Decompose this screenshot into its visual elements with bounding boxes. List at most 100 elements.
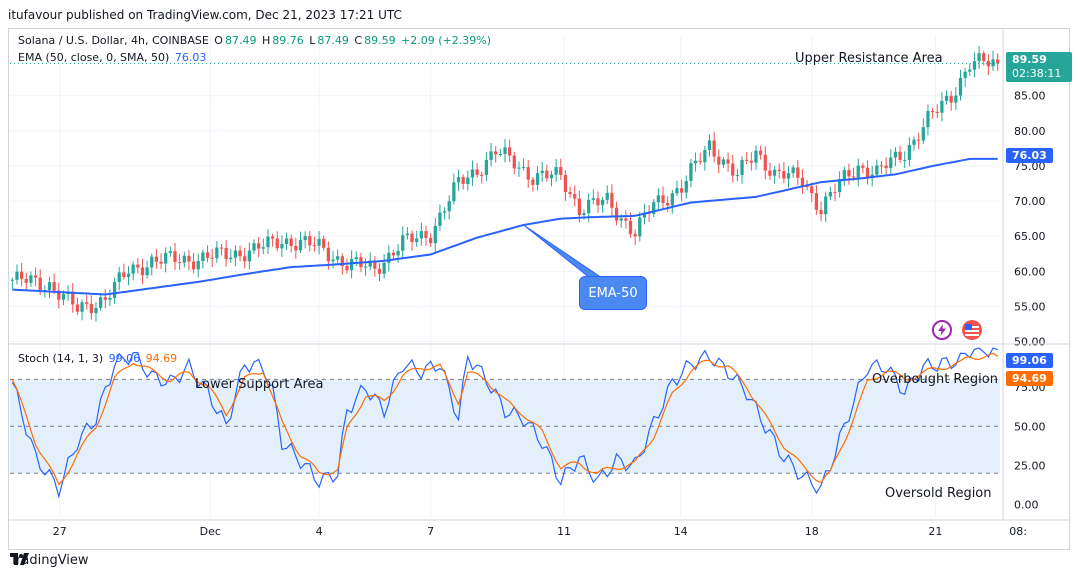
candle-body <box>954 95 958 103</box>
candle-body <box>57 290 61 300</box>
candle <box>322 235 326 251</box>
candle <box>238 245 242 262</box>
candle <box>610 184 614 217</box>
candle-body <box>85 302 89 304</box>
ema-label[interactable]: EMA (50, close, 0, SMA, 50) <box>18 51 170 64</box>
candle <box>94 302 98 322</box>
candle-body <box>851 176 856 178</box>
candle-body <box>577 198 581 216</box>
candle <box>796 160 800 186</box>
candle-body <box>280 244 284 249</box>
candle-body <box>977 53 981 62</box>
candle <box>401 226 405 259</box>
candle <box>494 146 498 163</box>
candle <box>229 249 233 263</box>
candle <box>159 253 163 269</box>
candle <box>763 146 767 180</box>
stoch-d-line <box>11 352 999 486</box>
candle <box>452 173 456 205</box>
overbought-annotation: Overbought Region <box>872 372 998 387</box>
candle-body <box>391 252 396 256</box>
candle-body <box>824 196 828 215</box>
candle <box>889 149 893 175</box>
candle-body <box>47 282 52 291</box>
candle-body <box>331 259 335 262</box>
candle <box>549 170 554 187</box>
candle-body <box>810 186 814 194</box>
candle-body <box>740 159 744 176</box>
symbol-label[interactable]: Solana / U.S. Dollar, 4h, COINBASE <box>18 34 209 47</box>
candle <box>85 294 89 310</box>
candle <box>182 251 186 268</box>
candle <box>884 157 888 175</box>
candle-body <box>782 170 786 179</box>
candle <box>243 247 247 269</box>
candle <box>819 201 823 222</box>
candle-body <box>573 194 577 199</box>
candle-body <box>126 273 131 277</box>
candle-body <box>215 247 219 259</box>
candle <box>484 152 489 181</box>
candle-body <box>187 255 191 262</box>
candle <box>526 160 530 188</box>
candle-body <box>322 238 326 248</box>
candle <box>912 136 916 151</box>
candle <box>749 152 753 171</box>
stoch-label[interactable]: Stoch (14, 1, 3) <box>18 352 104 365</box>
candle <box>521 158 526 171</box>
ema-callout[interactable]: EMA-50 <box>579 276 647 310</box>
candle <box>15 264 19 285</box>
candle-body <box>879 165 884 167</box>
candle-body <box>257 243 261 249</box>
candle <box>382 254 386 279</box>
candle <box>768 162 772 180</box>
candle <box>233 245 238 267</box>
candle <box>247 242 251 270</box>
candle-body <box>968 69 972 72</box>
lightning-event-icon[interactable] <box>932 320 952 340</box>
candle <box>986 54 991 76</box>
candle <box>168 246 172 257</box>
candle <box>698 152 702 165</box>
candle <box>122 263 126 280</box>
candle <box>921 118 925 144</box>
candle-body <box>819 209 823 215</box>
candle <box>540 161 544 182</box>
candle <box>944 90 949 105</box>
candle <box>57 282 61 309</box>
candle <box>47 276 52 299</box>
candle-body <box>289 238 293 247</box>
candle <box>466 170 470 191</box>
candle <box>470 160 475 186</box>
candle-body <box>108 297 112 300</box>
candle-body <box>642 212 647 218</box>
candle-body <box>875 165 879 175</box>
candle-body <box>243 256 247 262</box>
candle <box>535 165 540 191</box>
candle <box>71 282 75 313</box>
us-flag-event-icon[interactable] <box>962 320 982 340</box>
chart-frame <box>8 28 1070 550</box>
candle <box>289 234 293 253</box>
tradingview-footer[interactable]: TradingView <box>10 553 89 568</box>
candle-body <box>270 236 275 239</box>
candle <box>907 137 911 167</box>
price-axis-label: 50.00 <box>1014 336 1046 349</box>
candle-body <box>540 170 544 174</box>
candle <box>759 145 763 160</box>
low-value: 87.49 <box>317 34 349 47</box>
candle-body <box>754 150 758 163</box>
candle-body <box>526 167 530 180</box>
candle-body <box>838 178 842 193</box>
candle <box>545 164 549 182</box>
candle <box>298 231 303 253</box>
candle <box>656 188 661 211</box>
tradingview-logo-icon <box>10 553 29 565</box>
candle <box>638 211 642 242</box>
candle-body <box>368 260 372 267</box>
candle <box>475 163 479 178</box>
candle <box>563 170 568 201</box>
candle-body <box>15 271 19 280</box>
candle-body <box>336 256 340 260</box>
